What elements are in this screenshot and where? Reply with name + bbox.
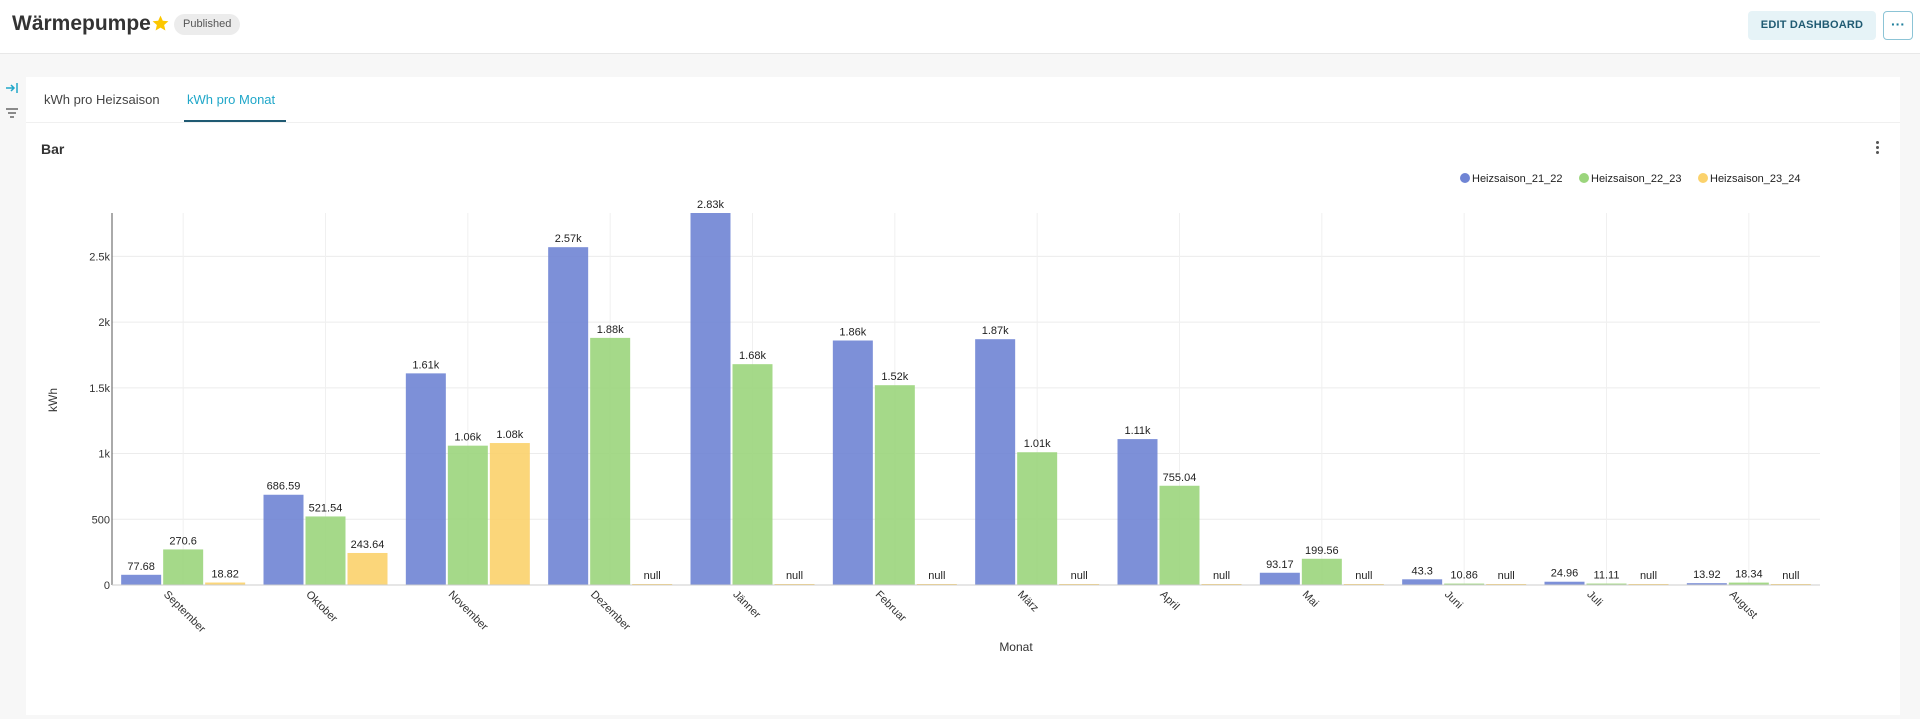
- chart-title: Bar: [41, 141, 65, 157]
- filter-icon[interactable]: [5, 106, 19, 120]
- dashboard-header: Wärmepumpe Published EDIT DASHBOARD ···: [0, 0, 1920, 54]
- active-tab-indicator: [184, 120, 286, 122]
- edit-dashboard-button[interactable]: EDIT DASHBOARD: [1748, 11, 1876, 40]
- more-options-button[interactable]: ···: [1883, 11, 1913, 40]
- status-badge: Published: [174, 14, 241, 35]
- chart-menu-icon[interactable]: [1872, 139, 1882, 157]
- tabs-divider: [26, 122, 1900, 123]
- dashboard-panel: kWh pro Heizsaison kWh pro Monat Bar: [26, 77, 1900, 715]
- expand-sidebar-icon[interactable]: [5, 81, 19, 95]
- favorite-star-icon[interactable]: [151, 14, 170, 33]
- tab-kwh-pro-heizsaison[interactable]: kWh pro Heizsaison: [44, 92, 160, 107]
- dashboard-title: Wärmepumpe: [12, 12, 151, 35]
- tab-kwh-pro-monat[interactable]: kWh pro Monat: [187, 92, 276, 107]
